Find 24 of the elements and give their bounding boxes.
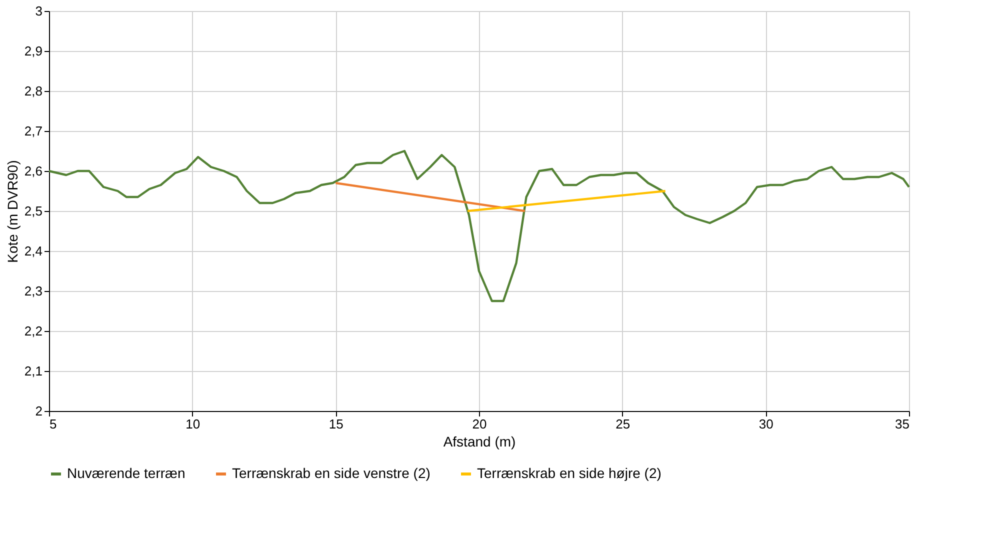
legend-label: Nuværende terræn — [67, 465, 186, 481]
y-tick-label: 2,3 — [24, 284, 42, 298]
x-tick-label: 20 — [472, 416, 487, 432]
y-tick-label: 2,6 — [24, 164, 42, 178]
x-tick-label: 10 — [186, 416, 200, 432]
y-tick-label: 2,7 — [24, 124, 42, 138]
x-tick-label: 25 — [616, 416, 630, 432]
x-tick-label: 30 — [758, 416, 774, 432]
y-tick-label: 2,9 — [24, 44, 42, 58]
x-tick-label: 5 — [50, 416, 57, 432]
legend-label: Terrænskrab en side venstre (2) — [232, 465, 430, 481]
x-axis-title: Afstand (m) — [443, 434, 516, 450]
y-tick-label: 2,8 — [24, 84, 42, 98]
line-series — [48, 150, 910, 302]
y-tick-label: 2,5 — [24, 204, 42, 218]
y-axis-title: Kote (m DVR90) — [4, 160, 20, 263]
y-tick-label: 2 — [35, 404, 42, 418]
y-tick-label: 3 — [35, 4, 42, 18]
y-tick-label: 2,2 — [24, 324, 42, 338]
x-tick-label: 35 — [895, 416, 910, 432]
y-tick-label: 2,1 — [24, 364, 42, 378]
y-tick-label: 2,4 — [24, 244, 42, 258]
legend-label: Terrænskrab en side højre (2) — [477, 465, 662, 481]
x-tick-label: 15 — [328, 416, 344, 432]
